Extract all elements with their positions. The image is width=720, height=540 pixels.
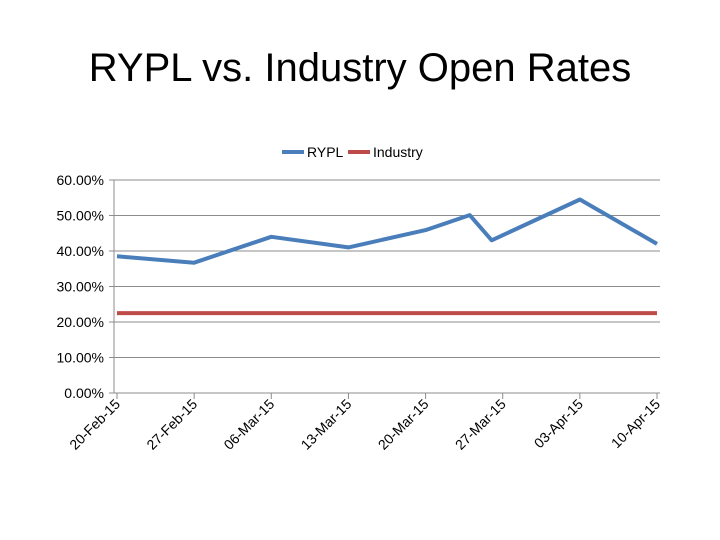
x-axis-ticks: 20-Feb-15 27-Feb-15 06-Mar-15 13-Mar-15 20-M… (66, 396, 663, 453)
y-tick-label: 60.00% (57, 172, 104, 188)
slide-title: RYPL vs. Industry Open Rates (88, 46, 632, 90)
x-tick-label: 20-Feb-15 (66, 396, 123, 453)
x-tick-label: 27-Feb-15 (143, 396, 200, 453)
series-lines (116, 197, 658, 316)
x-tick-label: 03-Apr-15 (531, 396, 586, 451)
y-tick-label: 10.00% (57, 350, 104, 366)
y-tick-label: 20.00% (57, 314, 104, 330)
legend-label-rypl: RYPL (307, 144, 344, 160)
y-tick-label: 50.00% (57, 208, 104, 224)
legend: RYPL Industry (282, 144, 423, 160)
y-tick-label: 30.00% (57, 279, 104, 295)
y-tick-label: 40.00% (57, 243, 104, 259)
legend-label-industry: Industry (373, 144, 423, 160)
x-tick-label: 13-Mar-15 (298, 396, 355, 453)
gridlines (114, 179, 660, 358)
y-tick-label: 0.00% (64, 385, 104, 401)
y-axis-ticks: 0.00% 10.00% 20.00% 30.00% 40.00% 50.00% 60.00… (57, 172, 104, 401)
x-tick-label: 06-Mar-15 (220, 396, 277, 453)
x-tick-label: 20-Mar-15 (375, 396, 432, 453)
axes (109, 179, 660, 399)
x-tick-label: 10-Apr-15 (608, 396, 663, 451)
series-line-rypl (116, 197, 658, 265)
x-tick-label: 27-Mar-15 (452, 396, 509, 453)
